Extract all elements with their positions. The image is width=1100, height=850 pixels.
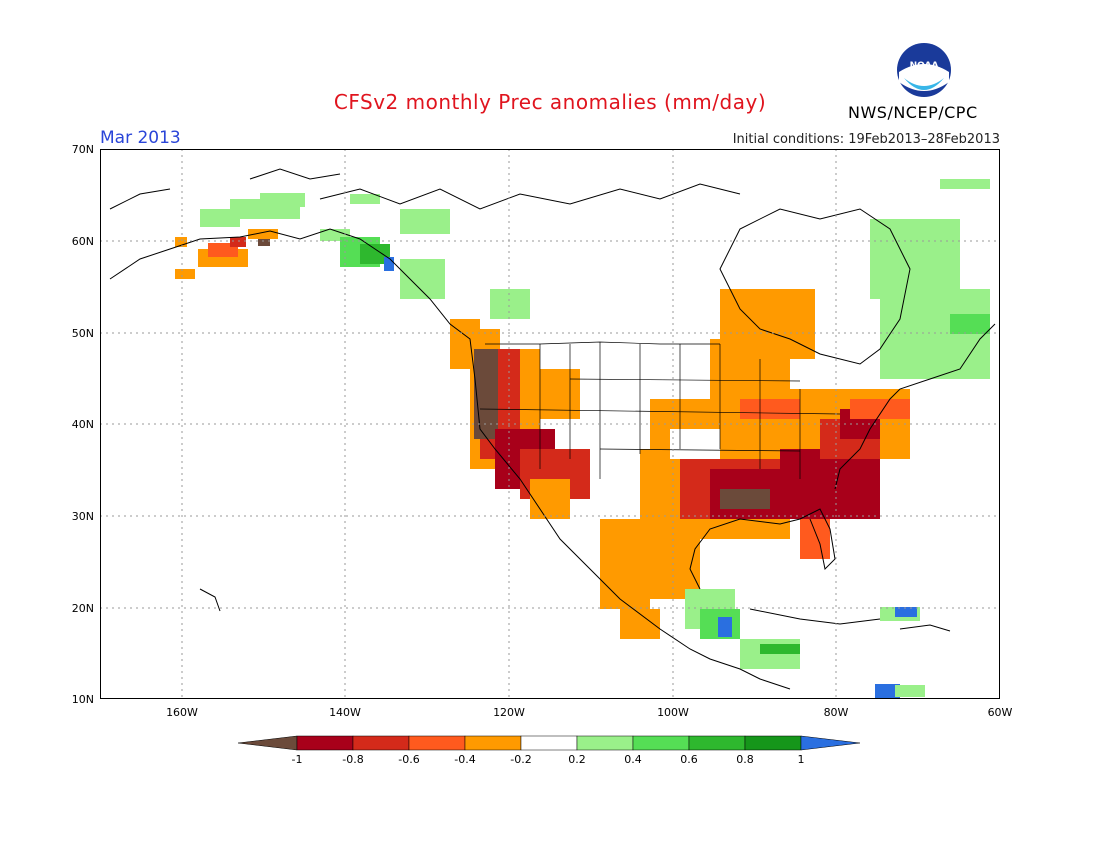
colorbar-label: 1: [797, 753, 805, 766]
initial-conditions: Initial conditions: 19Feb2013–28Feb2013: [732, 132, 1000, 147]
lon-label: 80W: [823, 706, 849, 719]
agency-label: NWS/NCEP/CPC: [848, 103, 978, 122]
us-state-borders: [479, 341, 841, 479]
precip-anomaly-map: [100, 149, 1000, 699]
colorbar-bin: [688, 735, 746, 751]
colorbar-bin: [352, 735, 410, 751]
lat-label: 60N: [71, 235, 94, 248]
colorbar-label: 0.4: [624, 753, 642, 766]
lon-label: 160W: [166, 706, 198, 719]
colorbar: [238, 735, 861, 751]
colorbar-label: -0.6: [398, 753, 420, 766]
lon-label: 100W: [657, 706, 689, 719]
colorbar-bin: [632, 735, 690, 751]
lon-label: 60W: [987, 706, 1013, 719]
colorbar-label: 0.2: [568, 753, 586, 766]
lat-label: 50N: [71, 327, 94, 340]
lat-label: 10N: [71, 693, 94, 706]
noaa-logo-icon: NOAA: [897, 43, 951, 97]
lat-label: 40N: [71, 418, 94, 431]
lon-label: 120W: [493, 706, 525, 719]
colorbar-label: -0.8: [342, 753, 364, 766]
colorbar-label: -0.2: [510, 753, 532, 766]
coastlines: [109, 168, 996, 690]
forecast-month: Mar 2013: [100, 128, 181, 148]
chart-title: CFSv2 monthly Prec anomalies (mm/day): [333, 90, 767, 114]
lat-label: 20N: [71, 602, 94, 615]
colorbar-label: 0.8: [736, 753, 754, 766]
colorbar-label: -1: [291, 753, 303, 766]
colorbar-extend-high: [800, 735, 861, 751]
colorbar-label: 0.6: [680, 753, 698, 766]
colorbar-bin: [576, 735, 634, 751]
lon-label: 140W: [329, 706, 361, 719]
colorbar-label: -0.4: [454, 753, 476, 766]
anomaly-fields: [175, 179, 990, 699]
colorbar-bin: [408, 735, 466, 751]
colorbar-bin: [744, 735, 802, 751]
lat-label: 70N: [71, 143, 94, 156]
colorbar-bin: [520, 735, 578, 751]
logo-text: NOAA: [910, 61, 939, 71]
colorbar-extend-low: [238, 735, 298, 751]
gridlines: [100, 149, 1000, 699]
colorbar-bin: [296, 735, 354, 751]
colorbar-bin: [464, 735, 522, 751]
lat-label: 30N: [71, 510, 94, 523]
